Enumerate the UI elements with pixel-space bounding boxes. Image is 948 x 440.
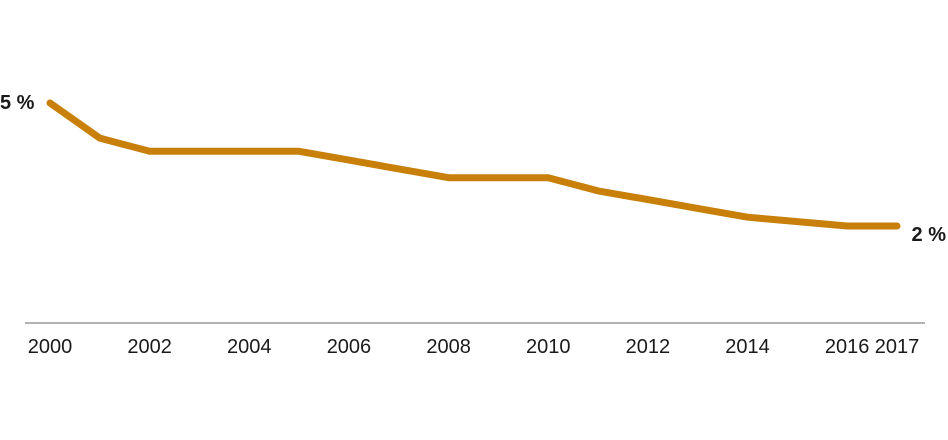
x-tick-label-2002: 2002 xyxy=(127,336,172,358)
x-tick-label-2006: 2006 xyxy=(327,336,372,358)
x-tick-label-2010: 2010 xyxy=(526,336,571,358)
end-value-label: 2 % xyxy=(912,224,947,246)
start-value-label: 5 % xyxy=(0,92,35,114)
x-tick-label-2014: 2014 xyxy=(725,336,770,358)
x-tick-label-2008: 2008 xyxy=(426,336,471,358)
series-line xyxy=(46,99,901,230)
x-tick-label-2004: 2004 xyxy=(227,336,272,358)
x-tick-label-2017: 2017 xyxy=(875,336,920,358)
x-tick-label-2012: 2012 xyxy=(626,336,671,358)
x-tick-label-2000: 2000 xyxy=(28,336,73,358)
x-axis-ticks: 2000 2002 2004 2006 2008 2010 2012 2014 2016 2017 xyxy=(28,336,920,358)
x-tick-label-2016: 2016 xyxy=(825,336,870,358)
